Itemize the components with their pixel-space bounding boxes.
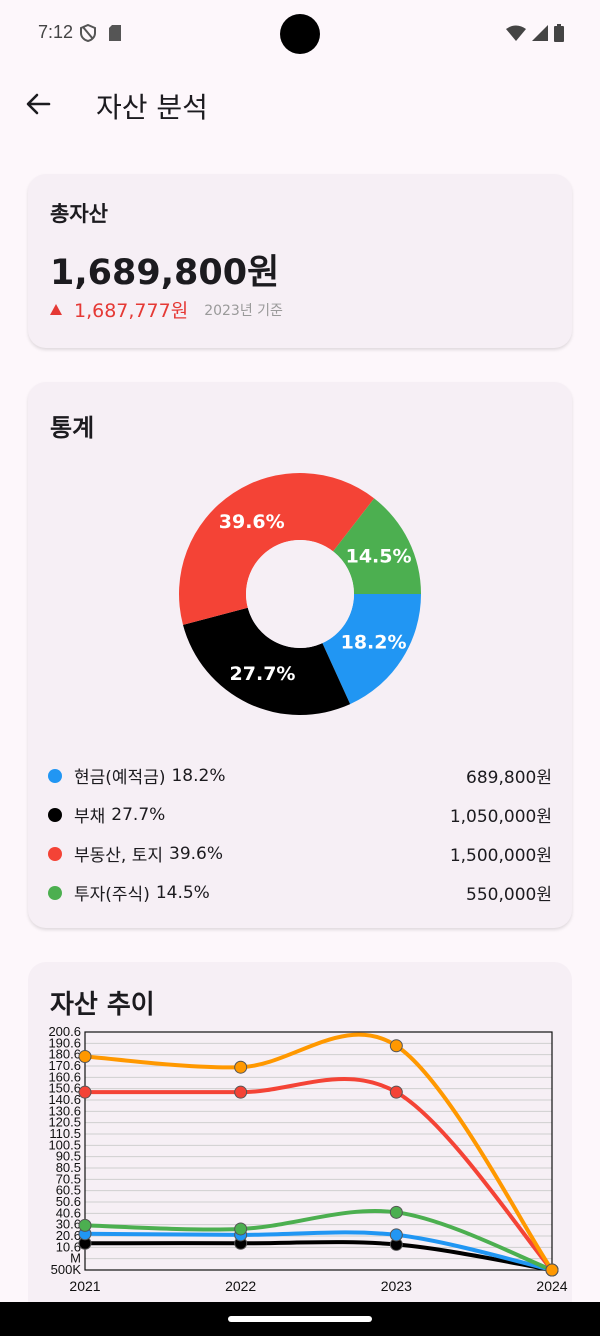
sim-card-icon xyxy=(108,24,122,46)
status-bar: 7:12 xyxy=(0,0,600,66)
camera-cutout xyxy=(280,14,320,54)
x-tick-label: 2021 xyxy=(69,1278,100,1294)
legend-percent: 18.2% xyxy=(171,766,225,786)
legend-percent: 14.5% xyxy=(156,883,210,903)
status-left-icons xyxy=(80,24,122,46)
legend-item-cash: 현금(예적금) 18.2% 689,800원 xyxy=(48,756,552,795)
statistics-label: 통계 xyxy=(50,408,94,443)
statistics-card: 통계 18.2% 27.7% 39.6% 14.5% 현금(예적금) 18.2% 68… xyxy=(28,382,572,928)
data-point xyxy=(390,1040,402,1052)
data-point xyxy=(235,1086,247,1098)
asset-trend-label: 자산 추이 xyxy=(50,984,155,1021)
legend-value: 1,500,000원 xyxy=(450,841,552,866)
legend-name: 현금(예적금) xyxy=(74,763,165,788)
donut-slice-label: 27.7% xyxy=(230,663,296,685)
data-point xyxy=(79,1219,91,1231)
legend-name: 투자(주식) xyxy=(74,880,150,905)
home-gesture-handle[interactable] xyxy=(228,1316,372,1322)
donut-chart: 18.2% 27.7% 39.6% 14.5% xyxy=(178,472,422,716)
data-point xyxy=(79,1051,91,1063)
donut-slice-label: 14.5% xyxy=(346,546,412,568)
legend-value: 1,050,000원 xyxy=(450,802,552,827)
arrow-back-icon xyxy=(25,91,51,121)
navigation-bar xyxy=(0,1302,600,1336)
legend-percent: 27.7% xyxy=(111,805,165,825)
status-time: 7:12 xyxy=(38,22,73,43)
legend-value: 689,800원 xyxy=(466,763,552,788)
y-tick-label: 200.6 xyxy=(48,1026,81,1039)
total-assets-amount: 1,689,800원 xyxy=(50,244,279,295)
donut-slice-label: 18.2% xyxy=(341,631,407,653)
page-title: 자산 분석 xyxy=(96,86,208,126)
legend-percent: 39.6% xyxy=(169,844,223,864)
asset-trend-chart: 500KM10.620.630.640.650.660.570.580.590.… xyxy=(28,1026,588,1302)
back-button[interactable] xyxy=(16,84,60,128)
legend-item-debt: 부채 27.7% 1,050,000원 xyxy=(48,795,552,834)
total-assets-label: 총자산 xyxy=(50,198,108,228)
series-line xyxy=(85,1242,552,1270)
legend-dot xyxy=(48,769,62,783)
app-bar: 자산 분석 xyxy=(0,66,600,146)
change-amount: 1,687,777원 xyxy=(74,296,188,323)
x-tick-label: 2024 xyxy=(536,1278,567,1294)
legend-dot xyxy=(48,847,62,861)
legend: 현금(예적금) 18.2% 689,800원 부채 27.7% 1,050,00… xyxy=(48,756,552,912)
legend-item-investment: 투자(주식) 14.5% 550,000원 xyxy=(48,873,552,912)
donut-slice-label: 39.6% xyxy=(219,511,285,533)
x-tick-label: 2023 xyxy=(381,1278,412,1294)
data-point xyxy=(390,1229,402,1241)
legend-name: 부동산, 토지 xyxy=(74,841,163,866)
wifi-icon xyxy=(506,25,526,45)
data-point xyxy=(79,1086,91,1098)
data-point xyxy=(390,1086,402,1098)
legend-item-real-estate: 부동산, 토지 39.6% 1,500,000원 xyxy=(48,834,552,873)
shield-icon xyxy=(80,24,96,46)
legend-dot xyxy=(48,808,62,822)
legend-name: 부채 xyxy=(74,802,105,827)
battery-icon xyxy=(554,24,564,46)
legend-dot xyxy=(48,886,62,900)
data-point xyxy=(235,1223,247,1235)
data-point xyxy=(235,1061,247,1073)
status-right-icons xyxy=(506,24,564,46)
data-point xyxy=(390,1206,402,1218)
total-assets-card: 총자산 1,689,800원 1,687,777원 2023년 기준 xyxy=(28,174,572,348)
donut-hole xyxy=(246,540,354,648)
asset-trend-card: 자산 추이 500K M 10.6 20.6 30.6 40.6 50.6 60.5 70.5 8… xyxy=(28,962,572,1302)
arrow-up-icon xyxy=(50,304,62,315)
legend-value: 550,000원 xyxy=(466,880,552,905)
data-point xyxy=(546,1264,558,1276)
x-tick-label: 2022 xyxy=(225,1278,256,1294)
change-basis: 2023년 기준 xyxy=(204,300,283,320)
change-row: 1,687,777원 2023년 기준 xyxy=(50,296,283,323)
signal-icon xyxy=(532,25,548,45)
